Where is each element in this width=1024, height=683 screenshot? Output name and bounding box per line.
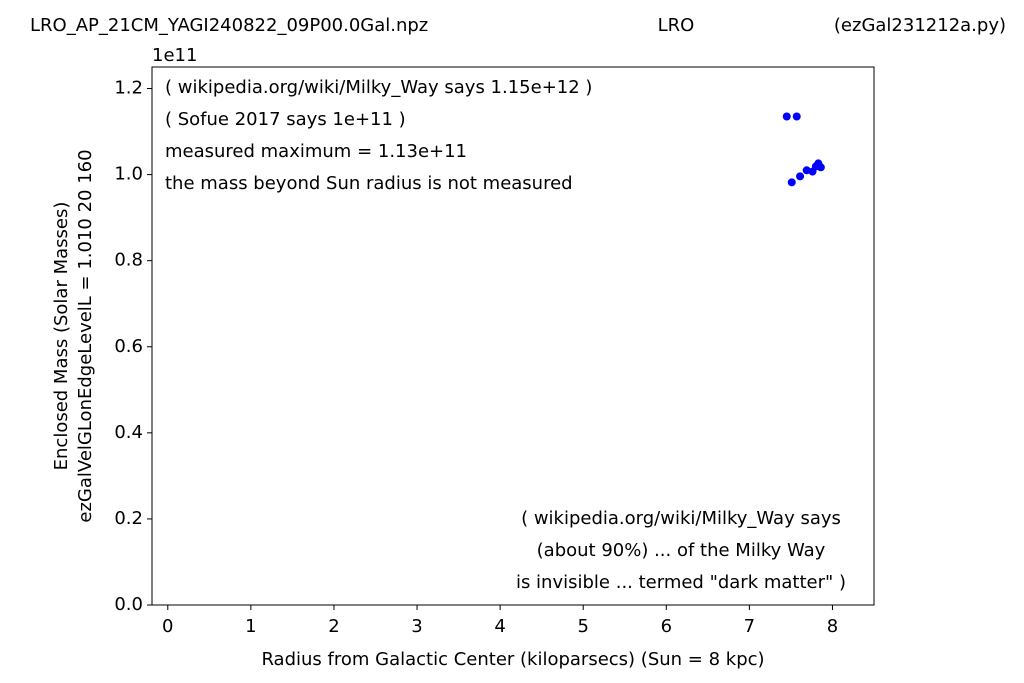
x-tick-label: 2 <box>328 616 339 637</box>
x-tick-label: 3 <box>411 616 422 637</box>
y-axis-label: ezGalVelGLonEdgeLevelL = 1.010 20 160 <box>75 149 96 522</box>
data-point <box>816 163 825 172</box>
annotation: is invisible ... termed "dark matter" ) <box>516 572 846 593</box>
data-point <box>796 172 805 181</box>
x-tick-label: 1 <box>245 616 256 637</box>
annotation: ( Sofue 2017 says 1e+11 ) <box>165 109 406 130</box>
y-tick-label: 0.6 <box>114 336 143 357</box>
x-tick-label: 4 <box>494 616 505 637</box>
title-left: LRO_AP_21CM_YAGI240822_09P00.0Gal.npz <box>30 15 428 36</box>
y-tick-label: 0.4 <box>114 422 143 443</box>
y-tick-label: 0.0 <box>114 594 143 615</box>
y-tick-label: 0.8 <box>114 250 143 271</box>
annotation: ( wikipedia.org/wiki/Milky_Way says <box>521 508 841 529</box>
x-axis-label: Radius from Galactic Center (kiloparsecs… <box>261 649 764 670</box>
data-point <box>787 178 796 187</box>
annotation: (about 90%) ... of the Milky Way <box>537 540 826 561</box>
y-tick-label: 1.2 <box>114 78 143 99</box>
annotation: measured maximum = 1.13e+11 <box>165 141 467 162</box>
annotation: the mass beyond Sun radius is not measur… <box>165 173 573 194</box>
title-center: LRO <box>658 15 695 36</box>
y-offset-label: 1e11 <box>152 45 197 66</box>
x-tick-label: 5 <box>577 616 588 637</box>
data-point <box>782 112 791 121</box>
x-tick-label: 6 <box>661 616 672 637</box>
x-tick-label: 0 <box>162 616 173 637</box>
data-point <box>792 112 801 121</box>
y-tick-label: 0.2 <box>114 508 143 529</box>
plot-frame <box>151 66 875 606</box>
y-axis-label: Enclosed Mass (Solar Masses) <box>51 202 72 471</box>
y-tick-label: 1.0 <box>114 164 143 185</box>
annotation: ( wikipedia.org/wiki/Milky_Way says 1.15… <box>165 77 592 98</box>
x-tick-label: 8 <box>827 616 838 637</box>
title-right: (ezGal231212a.py) <box>834 15 1006 36</box>
x-tick-label: 7 <box>744 616 755 637</box>
